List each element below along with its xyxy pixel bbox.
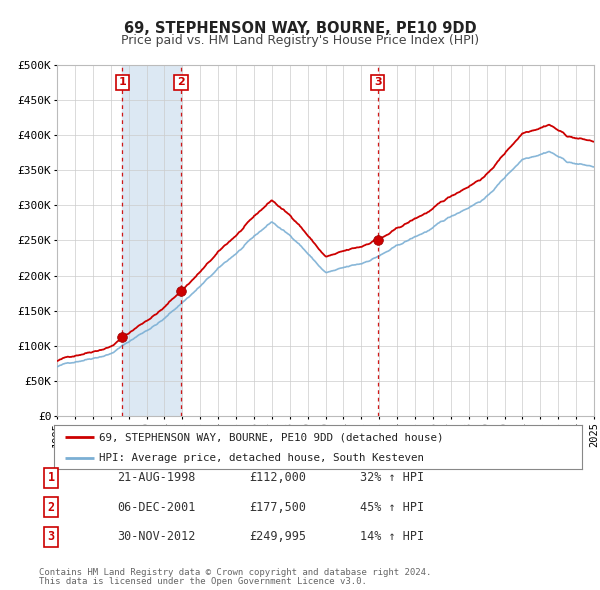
Text: 32% ↑ HPI: 32% ↑ HPI xyxy=(360,471,424,484)
Text: 1: 1 xyxy=(47,471,55,484)
Text: 06-DEC-2001: 06-DEC-2001 xyxy=(117,501,196,514)
Text: 69, STEPHENSON WAY, BOURNE, PE10 9DD: 69, STEPHENSON WAY, BOURNE, PE10 9DD xyxy=(124,21,476,35)
Text: 2: 2 xyxy=(177,77,185,87)
Text: £177,500: £177,500 xyxy=(249,501,306,514)
Text: Contains HM Land Registry data © Crown copyright and database right 2024.: Contains HM Land Registry data © Crown c… xyxy=(39,568,431,577)
Text: 14% ↑ HPI: 14% ↑ HPI xyxy=(360,530,424,543)
Text: 3: 3 xyxy=(374,77,382,87)
Text: Price paid vs. HM Land Registry's House Price Index (HPI): Price paid vs. HM Land Registry's House … xyxy=(121,34,479,47)
Text: 30-NOV-2012: 30-NOV-2012 xyxy=(117,530,196,543)
Text: 1: 1 xyxy=(118,77,126,87)
Text: £249,995: £249,995 xyxy=(249,530,306,543)
Text: 2: 2 xyxy=(47,501,55,514)
Text: This data is licensed under the Open Government Licence v3.0.: This data is licensed under the Open Gov… xyxy=(39,576,367,586)
Text: HPI: Average price, detached house, South Kesteven: HPI: Average price, detached house, Sout… xyxy=(99,453,424,463)
Text: 69, STEPHENSON WAY, BOURNE, PE10 9DD (detached house): 69, STEPHENSON WAY, BOURNE, PE10 9DD (de… xyxy=(99,432,443,442)
Text: £112,000: £112,000 xyxy=(249,471,306,484)
Bar xyxy=(122,65,181,416)
Text: 21-AUG-1998: 21-AUG-1998 xyxy=(117,471,196,484)
Text: 45% ↑ HPI: 45% ↑ HPI xyxy=(360,501,424,514)
Text: 3: 3 xyxy=(47,530,55,543)
